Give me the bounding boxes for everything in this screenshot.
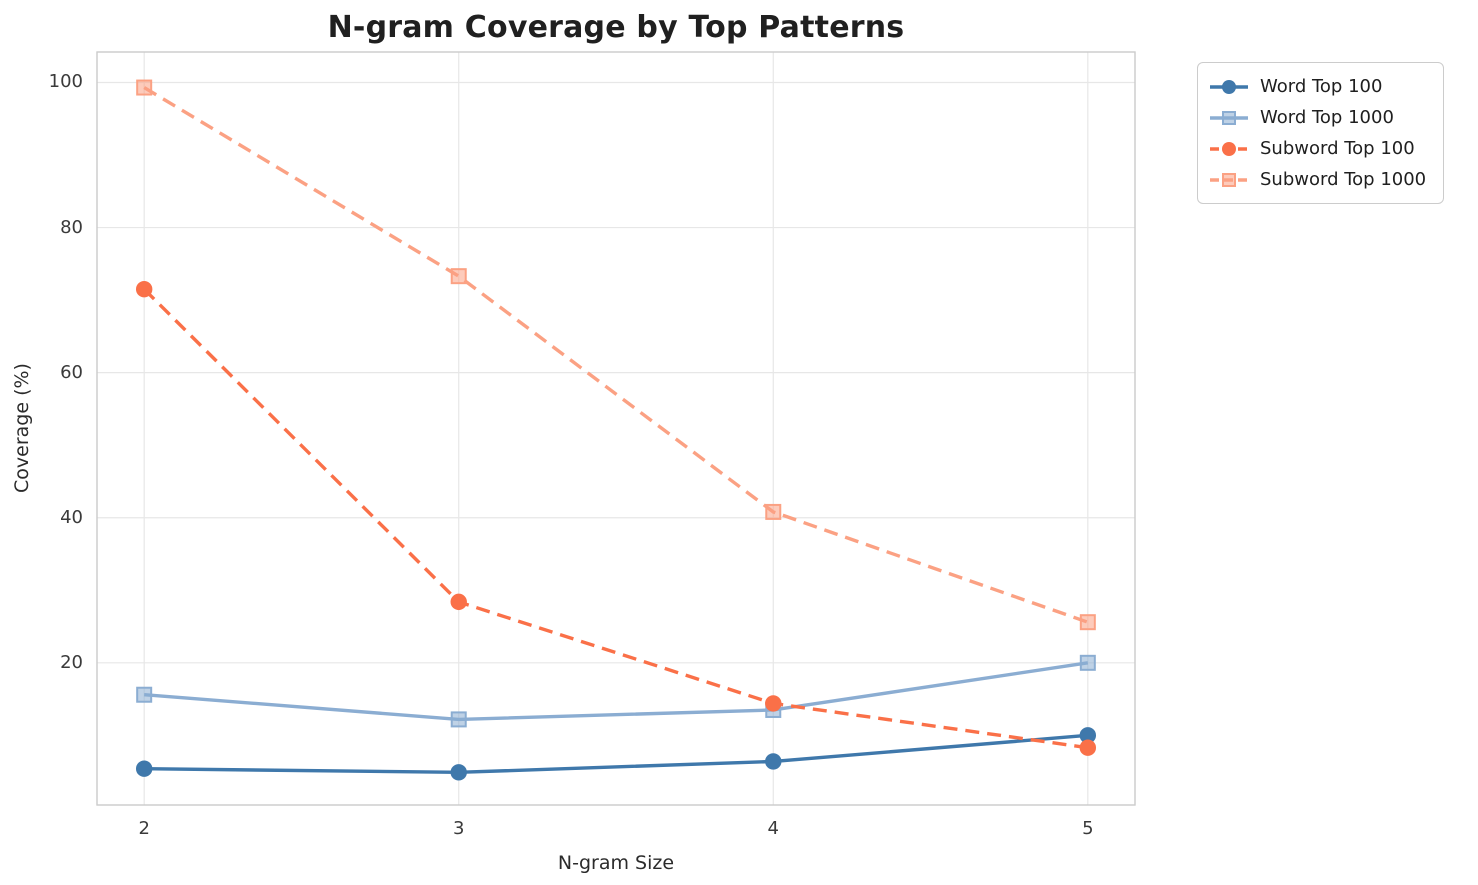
legend-label: Word Top 1000 [1260, 107, 1394, 128]
legend-label: Subword Top 1000 [1260, 169, 1427, 190]
legend-label: Word Top 100 [1260, 76, 1383, 97]
data-point-square [136, 79, 153, 96]
y-tick-label: 100 [48, 71, 83, 93]
data-point-square [450, 268, 467, 285]
legend-swatch-solid-square-icon [1210, 110, 1248, 125]
y-tick-label: 20 [60, 651, 83, 673]
y-tick-label: 60 [60, 361, 83, 383]
data-point-square [765, 503, 782, 520]
legend-swatch-dashed-square-icon [1210, 172, 1248, 187]
x-axis-label: N-gram Size [557, 852, 675, 874]
x-tick-label: 2 [138, 818, 150, 839]
data-point-circle [765, 695, 782, 712]
x-tick-label: 5 [1082, 818, 1094, 839]
legend-item-word-top-1000: Word Top 1000 [1209, 103, 1426, 132]
data-point-circle [135, 760, 153, 777]
legend-label: Subword Top 100 [1260, 138, 1415, 159]
legend-item-word-top-100: Word Top 100 [1209, 72, 1426, 101]
x-tick-label: 4 [767, 818, 779, 839]
legend-item-subword-top-100: Subword Top 100 [1209, 134, 1426, 163]
data-point-circle [450, 593, 467, 611]
data-point-circle [765, 753, 782, 770]
data-point-square [136, 686, 153, 703]
data-point-circle [1079, 727, 1097, 744]
data-point-circle [1079, 739, 1097, 756]
y-tick-label: 80 [60, 216, 83, 238]
data-point-square [1079, 614, 1096, 631]
legend: Word Top 100 Word Top 1000 Subword Top 100… [1197, 62, 1445, 204]
chart-title: N-gram Coverage by Top Patterns [327, 10, 905, 45]
series-line-word-top-1000 [144, 661, 1089, 722]
legend-item-subword-top-1000: Subword Top 1000 [1209, 165, 1426, 194]
data-point-square [1079, 654, 1096, 671]
y-tick-label: 40 [60, 506, 83, 528]
legend-swatch-solid-circle-icon [1210, 79, 1248, 94]
legend-swatch-dashed-circle-icon [1210, 141, 1248, 156]
x-tick-label: 3 [452, 818, 465, 839]
data-point-square [450, 711, 467, 728]
series-line-subword-top-100 [142, 288, 1089, 750]
data-point-circle [135, 281, 153, 298]
data-point-circle [450, 764, 467, 781]
series-line-word-top-100 [144, 733, 1088, 775]
series-line-subword-top-1000 [143, 86, 1089, 624]
axes-spines [96, 51, 1136, 806]
